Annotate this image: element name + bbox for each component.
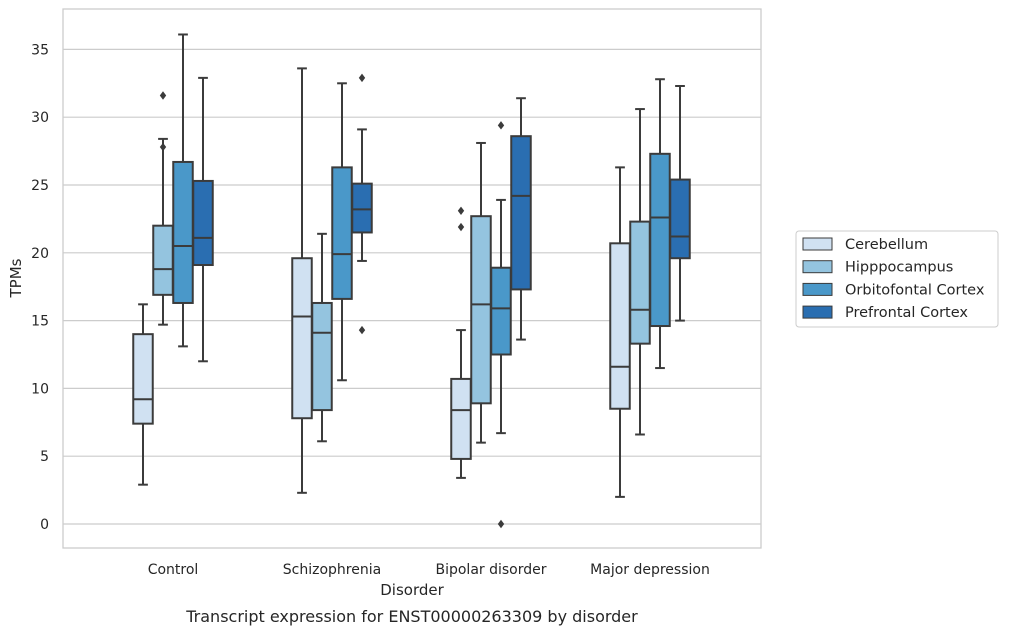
box-plot (609, 166, 631, 498)
iqr-box (450, 377, 472, 460)
x-tick-label: Bipolar disorder (435, 562, 546, 578)
x-tick-label: Schizophrenia (283, 562, 381, 578)
legend-item: Cerebellum (802, 237, 928, 253)
legend-swatch (802, 282, 833, 296)
legend-item: Orbitofontal Cortex (802, 282, 985, 298)
legend-label: Orbitofontal Cortex (845, 282, 985, 298)
plot-frame (62, 8, 762, 549)
iqr-box (172, 160, 194, 304)
iqr-box (331, 166, 353, 300)
legend-label: Prefrontal Cortex (845, 305, 968, 321)
box-plot (172, 33, 194, 348)
legend-swatch (802, 237, 833, 251)
legend-frame (795, 230, 999, 328)
y-tick-label: 5 (40, 449, 49, 465)
outlier-point (497, 121, 505, 130)
box-plot (669, 85, 691, 322)
legend: Cerebellum Hipppocampus Orbitofontal Corte… (795, 230, 999, 328)
iqr-box (490, 266, 512, 356)
x-tick-label: Control (148, 562, 199, 578)
box-plot (490, 121, 512, 529)
box-plot (629, 108, 651, 436)
x-axis-title: Disorder (380, 581, 444, 599)
outlier-point (358, 325, 366, 335)
y-tick-label: 20 (31, 246, 49, 262)
iqr-box (351, 182, 373, 234)
iqr-box (609, 242, 631, 410)
legend-label: Hipppocampus (845, 260, 953, 276)
iqr-box (510, 135, 532, 291)
iqr-box (132, 333, 154, 425)
box-plot (132, 303, 154, 486)
y-tick-label: 10 (31, 381, 49, 397)
box-plot (510, 97, 532, 341)
y-tick-label: 35 (31, 42, 49, 58)
y-tick-labels: 0 5 10 15 20 25 30 35 (31, 42, 49, 533)
x-tick-label: Major depression (590, 562, 710, 578)
box-plot (291, 67, 313, 494)
outlier-point (159, 91, 167, 100)
x-tick-labels: Control Schizophrenia Bipolar disorder Majo… (148, 562, 710, 578)
box-plots (132, 33, 691, 529)
y-axis-title: TPMs (7, 258, 25, 298)
y-tick-label: 25 (31, 178, 49, 194)
iqr-box (192, 179, 214, 267)
outlier-point (358, 73, 366, 83)
y-tick-label: 30 (31, 110, 49, 126)
iqr-box (291, 257, 313, 420)
y-tick-label: 15 (31, 314, 49, 330)
y-tick-label: 0 (40, 517, 49, 533)
iqr-box (649, 152, 671, 328)
outlier-point (159, 142, 167, 152)
legend-item: Hipppocampus (802, 260, 953, 276)
legend-swatch (802, 260, 833, 274)
box-plot (311, 232, 333, 443)
box-plot (192, 76, 214, 363)
iqr-box (669, 178, 691, 260)
box-plot (649, 78, 671, 370)
box-plot (450, 206, 472, 479)
iqr-box (629, 220, 651, 345)
box-plot (470, 141, 492, 444)
box-plot (351, 73, 373, 335)
iqr-box (152, 224, 174, 296)
figure-caption: Transcript expression for ENST0000026330… (185, 607, 638, 626)
box-plot (152, 91, 174, 326)
legend-swatch (802, 305, 833, 319)
outlier-point (497, 519, 505, 529)
iqr-box (470, 215, 492, 405)
legend-item: Prefrontal Cortex (802, 305, 968, 321)
outlier-point (457, 222, 465, 232)
legend-label: Cerebellum (845, 237, 928, 253)
box-plot (331, 82, 353, 382)
outlier-point (457, 206, 465, 215)
iqr-box (311, 301, 333, 412)
